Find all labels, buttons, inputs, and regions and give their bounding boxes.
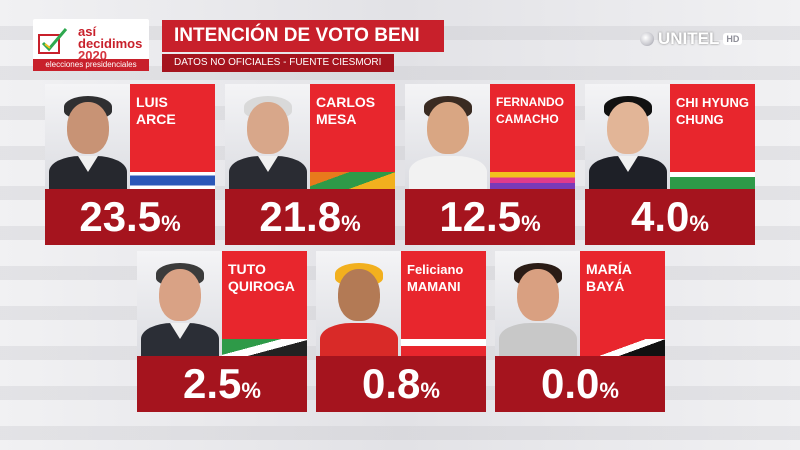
percent-sign: % <box>341 211 361 236</box>
candidate-first-name: Feliciano <box>407 262 464 277</box>
percent-value: 21.8 <box>259 193 342 240</box>
candidate-last-name: QUIROGA <box>228 278 295 294</box>
globe-icon <box>640 32 654 46</box>
candidate-photo <box>45 84 130 189</box>
party-flag-pan <box>401 339 486 356</box>
candidate-last-name: CHUNG <box>676 112 724 127</box>
portrait-face <box>607 102 649 154</box>
candidate-photo <box>137 251 222 356</box>
candidate-card-camacho: FERNANDO CAMACHO 12.5% <box>405 84 575 245</box>
candidate-last-name: MESA <box>316 111 357 127</box>
vote-percentage: 0.0% <box>495 356 665 412</box>
party-flag-cc <box>310 172 395 189</box>
vote-percentage: 21.8% <box>225 189 395 245</box>
hd-badge: HD <box>723 33 743 45</box>
percent-value: 2.5 <box>183 360 242 407</box>
broadcaster-logo: UNITEL HD <box>640 29 743 48</box>
candidate-card-quiroga: TUTO QUIROGA 2.5% <box>137 251 307 412</box>
candidate-last-name: CAMACHO <box>496 112 559 126</box>
percent-value: 12.5 <box>439 193 522 240</box>
vote-percentage: 0.8% <box>316 356 486 412</box>
asi-decidimos-logo: así decidimos 2020 elecciones presidenci… <box>33 19 149 71</box>
source-subtitle: DATOS NO OFICIALES - FUENTE CIESMORI <box>162 54 394 72</box>
party-flag-adn <box>580 339 665 356</box>
portrait-face <box>338 269 380 321</box>
portrait-face <box>67 102 109 154</box>
candidate-first-name: CHI HYUNG <box>676 95 749 110</box>
candidate-photo <box>225 84 310 189</box>
candidate-card-mesa: CARLOS MESA 21.8% <box>225 84 395 245</box>
candidate-first-name: FERNANDO <box>496 95 564 109</box>
percent-sign: % <box>161 211 181 236</box>
percent-value: 0.8 <box>362 360 421 407</box>
portrait-body <box>499 323 577 356</box>
portrait-face <box>159 269 201 321</box>
percent-value: 23.5 <box>79 193 162 240</box>
candidate-last-name: ARCE <box>136 111 176 127</box>
percent-sign: % <box>420 378 440 403</box>
candidate-first-name: MARÍA <box>586 261 632 277</box>
candidate-name: CHI HYUNG CHUNG <box>670 84 755 172</box>
party-flag-mas <box>130 172 215 189</box>
candidate-card-mamani: Feliciano MAMANI 0.8% <box>316 251 486 412</box>
candidate-photo <box>495 251 580 356</box>
logo-text-line2: decidimos <box>78 36 143 51</box>
percent-sign: % <box>241 378 261 403</box>
portrait-face <box>247 102 289 154</box>
candidate-card-baya: MARÍA BAYÁ 0.0% <box>495 251 665 412</box>
portrait-face <box>427 102 469 154</box>
candidate-card-arce: LUIS ARCE 23.5% <box>45 84 215 245</box>
vote-percentage: 2.5% <box>137 356 307 412</box>
candidate-first-name: CARLOS <box>316 94 376 110</box>
percent-value: 4.0 <box>631 193 690 240</box>
candidate-first-name: LUIS <box>136 94 168 110</box>
candidate-photo <box>316 251 401 356</box>
page-title: INTENCIÓN DE VOTO BENI <box>162 20 444 52</box>
percent-sign: % <box>521 211 541 236</box>
logo-footer: elecciones presidenciales <box>33 59 149 71</box>
candidate-name: TUTO QUIROGA <box>222 251 307 339</box>
candidate-last-name: BAYÁ <box>586 278 625 294</box>
candidate-last-name: MAMANI <box>407 279 461 294</box>
candidate-photo <box>585 84 670 189</box>
portrait-body <box>320 323 398 356</box>
vote-percentage: 23.5% <box>45 189 215 245</box>
broadcaster-name: UNITEL <box>658 29 720 48</box>
ballot-check-icon <box>38 28 68 54</box>
logo-text-year: 2020 <box>78 48 107 63</box>
party-flag-libre21 <box>222 339 307 356</box>
percent-sign: % <box>599 378 619 403</box>
candidate-card-chung: CHI HYUNG CHUNG 4.0% <box>585 84 755 245</box>
vote-percentage: 4.0% <box>585 189 755 245</box>
portrait-body <box>409 156 487 189</box>
candidate-name: MARÍA BAYÁ <box>580 251 665 339</box>
portrait-face <box>517 269 559 321</box>
candidate-photo <box>405 84 490 189</box>
candidate-first-name: TUTO <box>228 261 266 277</box>
candidate-name: CARLOS MESA <box>310 84 395 172</box>
candidate-name: LUIS ARCE <box>130 84 215 172</box>
party-flag-creemos <box>490 172 575 189</box>
percent-value: 0.0 <box>541 360 600 407</box>
candidate-name: Feliciano MAMANI <box>401 251 486 339</box>
candidate-name: FERNANDO CAMACHO <box>490 84 575 172</box>
logo-text-line1: así <box>78 24 97 39</box>
vote-percentage: 12.5% <box>405 189 575 245</box>
party-flag-fpv <box>670 172 755 189</box>
percent-sign: % <box>689 211 709 236</box>
